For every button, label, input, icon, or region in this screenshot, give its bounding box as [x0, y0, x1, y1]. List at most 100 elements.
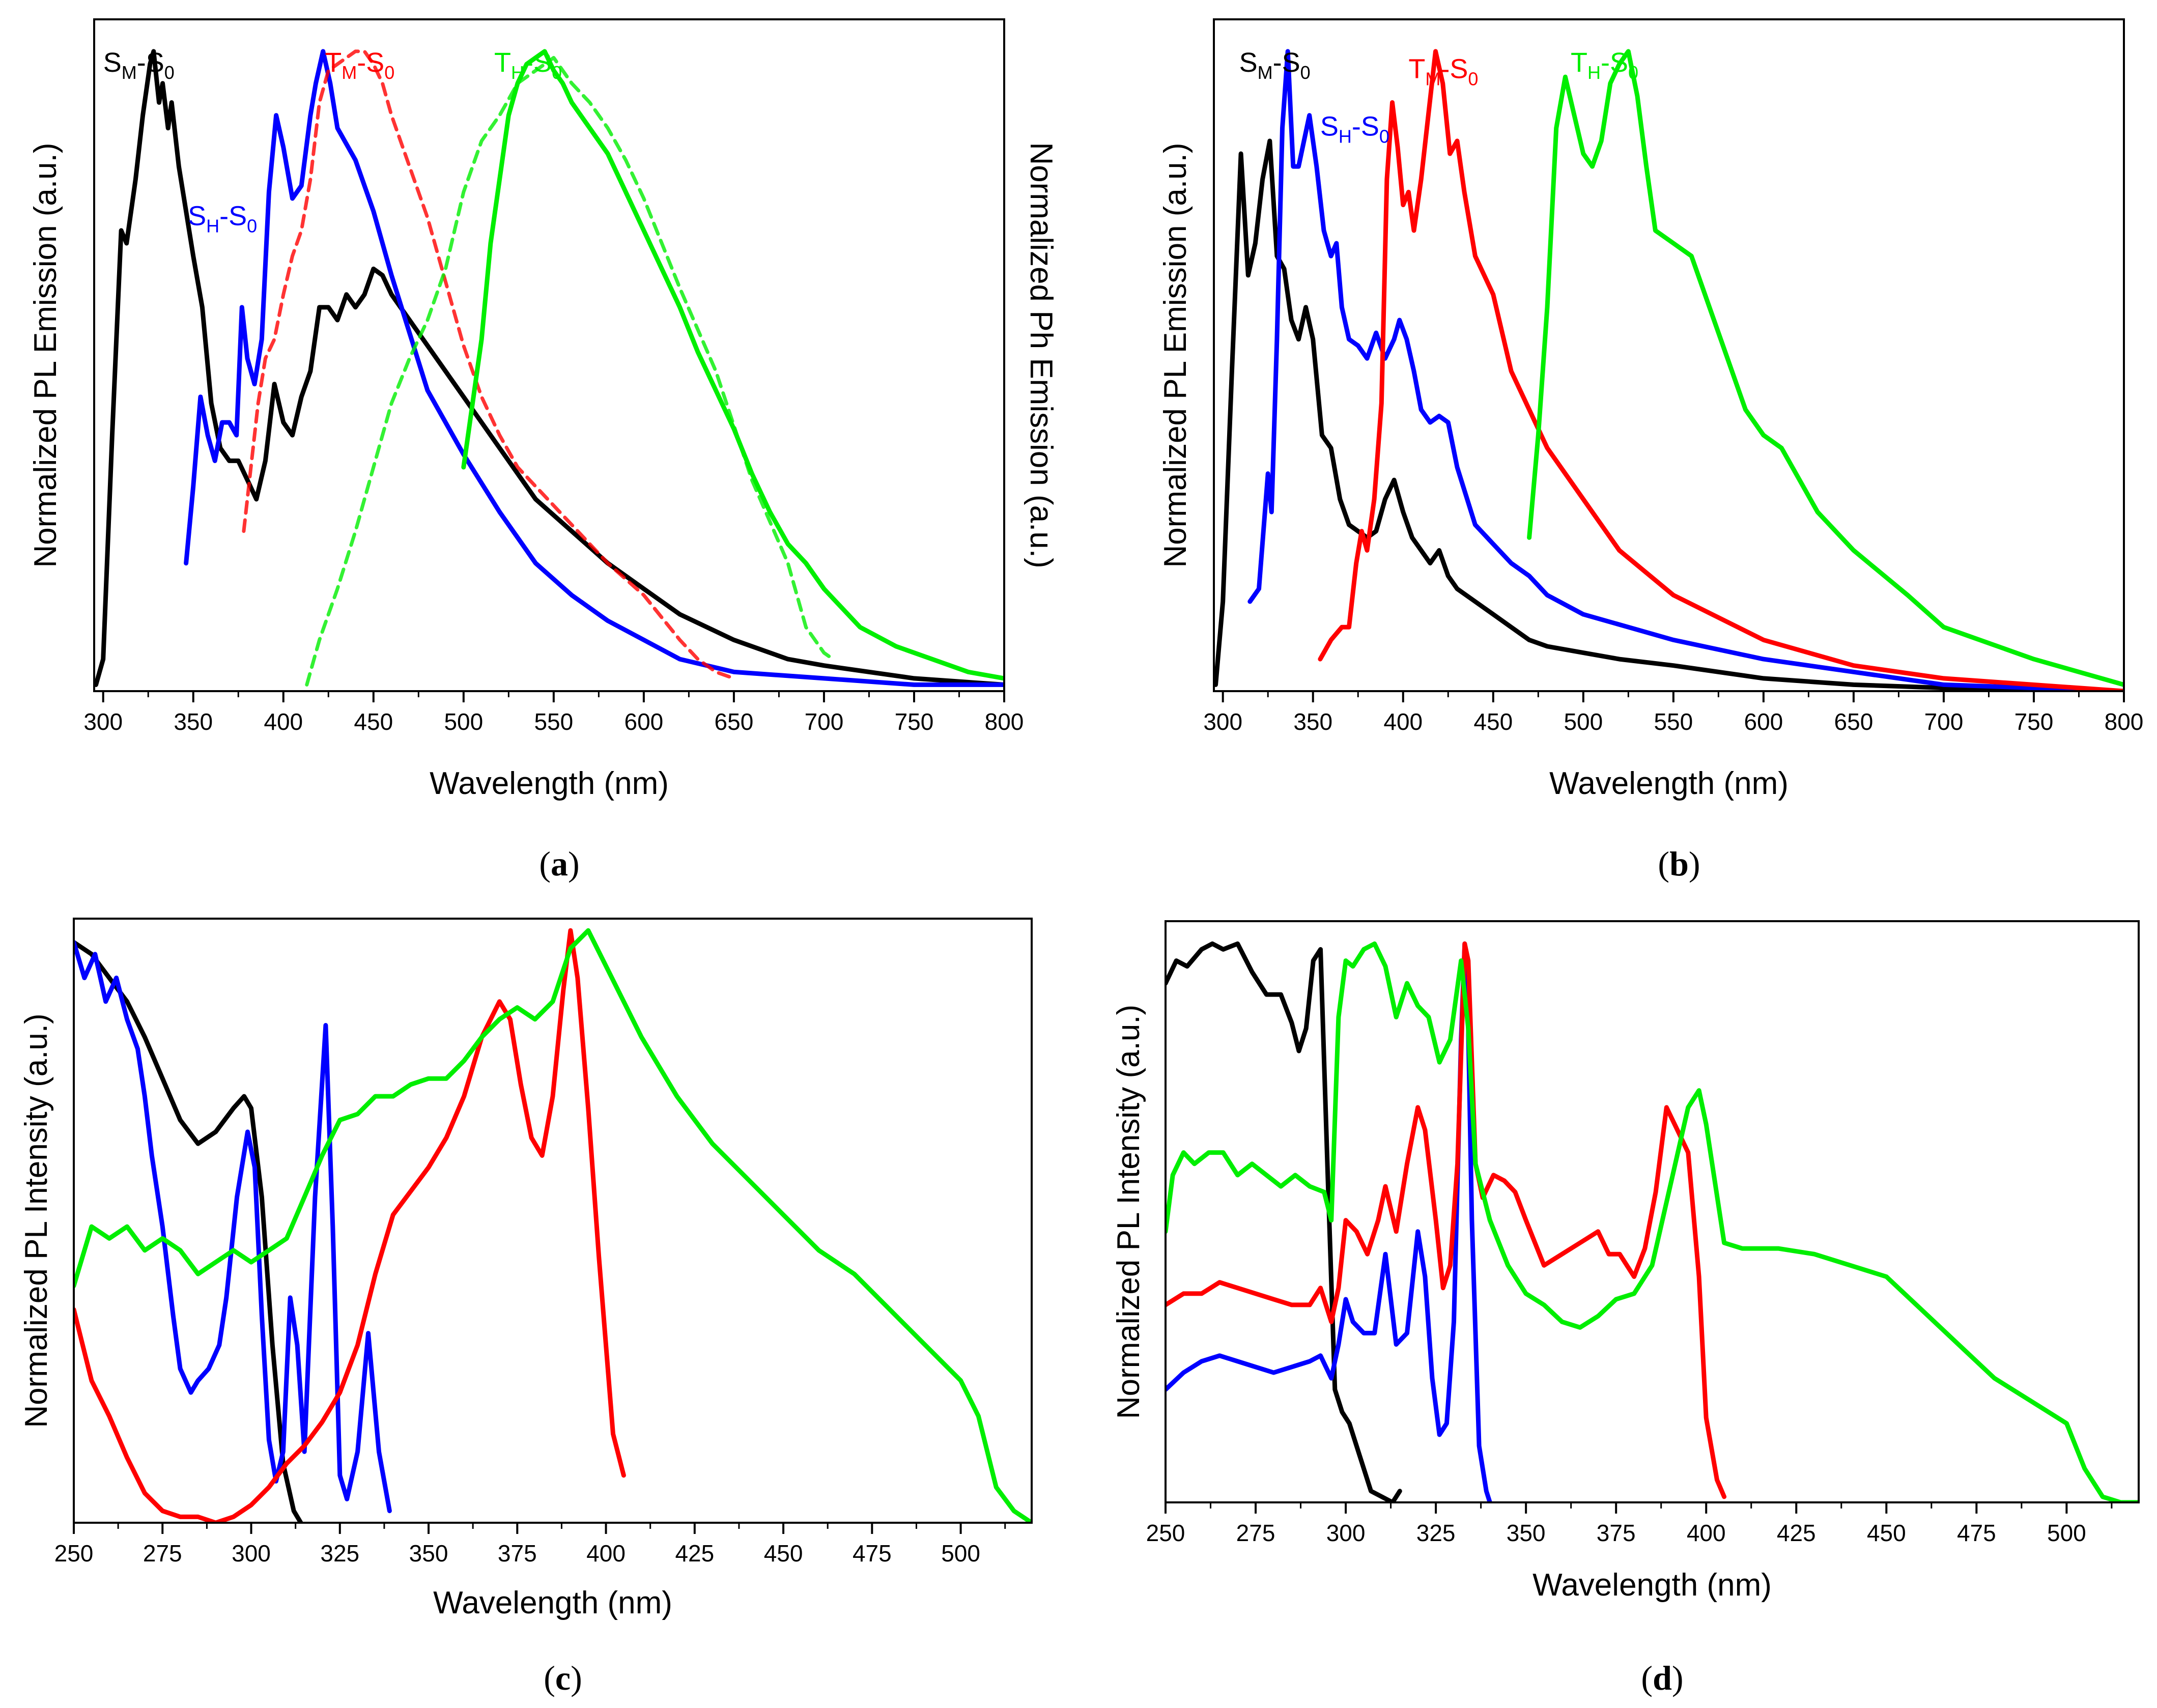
x-tick-label-d-9: 475: [1957, 1520, 1996, 1546]
x-axis-label-c: Wavelength (nm): [433, 1585, 672, 1620]
annotation-part: -S: [1601, 47, 1628, 78]
x-tick-label-a-8: 700: [805, 708, 844, 735]
panel-label-paren: (: [539, 844, 551, 883]
series-d-2: [1166, 941, 1727, 1499]
x-tick-label-c-9: 475: [853, 1540, 892, 1567]
annotation-b-3: TH-S0: [1571, 47, 1638, 83]
plot-frame-d: [1165, 920, 2140, 1503]
annotation-part: 0: [552, 62, 562, 83]
annotation-a-2: TM-S0: [325, 47, 394, 83]
panel-label-paren: (: [544, 1659, 555, 1697]
x-axis-label-b: Wavelength (nm): [1549, 766, 1789, 801]
panel-label-b: (b): [1658, 844, 1700, 883]
panel-label-letter: a: [551, 844, 568, 883]
x-tick-label-c-5: 375: [498, 1540, 537, 1567]
x-tick-label-c-3: 325: [320, 1540, 359, 1567]
x-tick-label-d-4: 350: [1507, 1520, 1546, 1546]
annotation-part: M: [342, 62, 357, 83]
x-tick-label-b-6: 600: [1744, 708, 1783, 735]
x-tick-label-d-10: 500: [2047, 1520, 2086, 1546]
x-tick-label-d-7: 425: [1777, 1520, 1816, 1546]
x-tick-label-a-3: 450: [354, 708, 393, 735]
x-tick-label-b-10: 800: [2105, 708, 2144, 735]
annotation-part: -S: [1352, 111, 1379, 142]
x-tick-label-c-0: 250: [54, 1540, 94, 1567]
x-tick-label-d-1: 275: [1236, 1520, 1275, 1546]
chart-d: 250 275 300 325 350 375 400 425 450 475 500 Wavelen…: [1111, 920, 2140, 1697]
x-tick-label-a-5: 550: [534, 708, 573, 735]
annotation-a-0: SM-S0: [103, 47, 175, 83]
x-tick-label-a-2: 400: [264, 708, 303, 735]
annotation-part: 0: [1300, 62, 1311, 83]
y-axis-label-a: Normalized PL Emission (a.u.): [28, 143, 63, 568]
x-tick-label-d-5: 375: [1597, 1520, 1636, 1546]
annotation-a-3: TH-S0: [494, 47, 562, 83]
annotation-part: T: [1571, 47, 1587, 78]
x-tick-label-d-6: 400: [1687, 1520, 1726, 1546]
annotation-part: S: [188, 201, 206, 232]
series-a-3: [461, 49, 1004, 681]
annotation-part: -S: [1440, 53, 1468, 84]
series-c-1: [74, 940, 392, 1514]
series-b-0: [1214, 138, 2124, 691]
x-tick-label-a-7: 650: [715, 708, 754, 735]
x-tick-label-b-9: 750: [2014, 708, 2054, 735]
series-a-1: [184, 49, 1004, 687]
panel-label-paren: ): [1672, 1659, 1684, 1697]
annotation-b-1: SH-S0: [1320, 111, 1389, 147]
y-axis-label-right-a: Normalized Ph Emission (a.u.): [1024, 142, 1059, 568]
panel-label-letter: c: [555, 1659, 571, 1697]
x-tick-label-b-0: 300: [1203, 708, 1242, 735]
x-tick-label-b-2: 400: [1383, 708, 1423, 735]
series-d-3: [1166, 941, 2139, 1502]
annotation-part: T: [1408, 53, 1425, 84]
annotation-part: H: [511, 62, 524, 83]
annotation-b-2: TM-S0: [1408, 53, 1478, 89]
x-tick-label-c-8: 450: [764, 1540, 803, 1567]
x-axis-label-d: Wavelength (nm): [1532, 1568, 1772, 1603]
annotation-part: H: [206, 216, 219, 237]
y-axis-label-b: Normalized PL Emission (a.u.): [1158, 143, 1193, 568]
series-a-2: [242, 49, 736, 680]
annotation-part: S: [1320, 111, 1339, 142]
annotation-part: -S: [137, 47, 164, 78]
annotation-part: 0: [1379, 126, 1389, 147]
panel-label-paren: (: [1658, 844, 1669, 883]
x-tick-label-d-2: 300: [1326, 1520, 1366, 1546]
annotation-part: -S: [524, 47, 552, 78]
plot-frame-b: [1213, 18, 2125, 692]
series-b-3: [1527, 49, 2124, 687]
panel-label-c: (c): [544, 1659, 582, 1697]
x-tick-label-c-4: 350: [409, 1540, 448, 1567]
x-tick-label-a-10: 800: [985, 708, 1024, 735]
panel-label-letter: b: [1669, 844, 1689, 883]
chart-b: 300 350 400 450 500 550 600 650 700 750 800 Wavelen…: [1158, 18, 2144, 883]
annotation-part: 0: [164, 62, 175, 83]
chart-c: 250 275 300 325 350 375 400 425 450 475 500 Wavelen…: [19, 918, 1033, 1697]
x-tick-label-d-0: 250: [1146, 1520, 1185, 1546]
series-c-3: [74, 928, 1032, 1523]
x-tick-label-d-8: 450: [1867, 1520, 1906, 1546]
annotation-part: S: [1239, 47, 1258, 78]
x-tick-label-a-6: 600: [625, 708, 664, 735]
panel-label-paren: (: [1641, 1659, 1653, 1697]
annotation-part: 0: [1468, 68, 1478, 89]
panel-label-letter: d: [1653, 1659, 1672, 1697]
panel-label-paren: ): [1689, 844, 1700, 883]
annotation-part: -S: [219, 201, 247, 232]
panel-label-paren: ): [568, 844, 580, 883]
x-tick-label-b-3: 450: [1473, 708, 1513, 735]
x-tick-label-c-7: 425: [675, 1540, 714, 1567]
y-axis-label-d: Normalized PL Intensity (a.u.): [1111, 1005, 1146, 1419]
plot-frame-c: [73, 918, 1033, 1524]
panel-label-paren: ): [571, 1659, 582, 1697]
panel-label-a: (a): [539, 844, 579, 883]
series-b-1: [1247, 49, 2124, 691]
series-a-0: [94, 49, 1004, 687]
annotation-part: H: [1339, 126, 1352, 147]
annotation-part: M: [122, 62, 137, 83]
x-axis-label-a: Wavelength (nm): [430, 766, 669, 801]
x-tick-label-b-1: 350: [1293, 708, 1332, 735]
chart-a: 300 350 400 450 500 550 600 650 700 750 800 Wavelen…: [28, 18, 1059, 883]
